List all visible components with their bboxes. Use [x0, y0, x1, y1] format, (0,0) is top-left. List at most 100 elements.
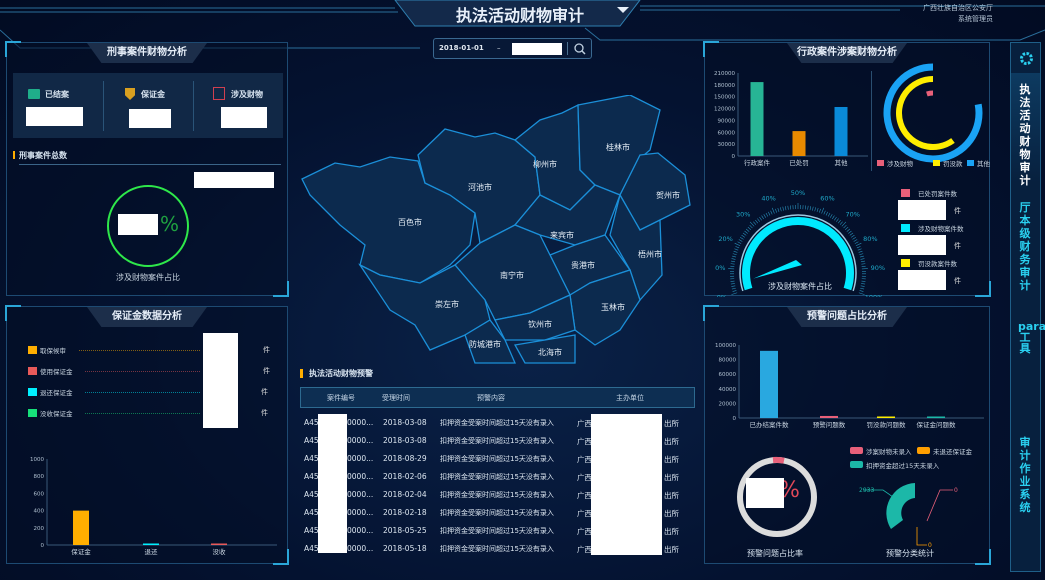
total-value	[194, 172, 274, 188]
warning-content: 扣押资金受案时间超过15天没有录入	[440, 491, 554, 499]
ring-series	[896, 76, 955, 150]
case-id-suffix: 0000...	[347, 454, 374, 463]
bar	[211, 543, 227, 545]
accept-date: 2018-05-25	[383, 526, 427, 535]
start-date[interactable]: 2018-01-01	[439, 44, 484, 52]
gauge-tick-label: 80%	[863, 235, 877, 243]
gear-icon[interactable]	[1019, 51, 1034, 66]
x-tick-label: 保证金问题数	[917, 420, 957, 429]
sidebar-item-enforcement-audit[interactable]: 执法活动财物审计	[1019, 83, 1031, 187]
gauge-tick-label: 100%	[865, 294, 884, 297]
table-row[interactable]: A45 0000... 2018-03-08 扣押资金受案时间超过15天没有录入…	[300, 416, 695, 432]
pie-label-title: 预警分类统计	[886, 549, 934, 558]
sidebar-item-finance-audit[interactable]: 厅本级财务审计	[1019, 201, 1031, 292]
gauge-needle	[753, 260, 802, 279]
x-tick-label: 没收	[213, 547, 227, 556]
legend-value	[898, 200, 946, 220]
table-row[interactable]: A45 0000... 2018-05-25 扣押资金受案时间超过15天没有录入…	[300, 524, 695, 540]
unit-prefix: 广西	[577, 545, 592, 554]
legend-swatch	[850, 447, 863, 454]
admin-gauge: 0% 10% 20% 30% 40% 50% 60% 70% 80% 90% 100%	[715, 189, 885, 297]
warning-content: 扣押资金受案时间超过15天没有录入	[440, 509, 554, 517]
gauge-tick-label: 60%	[820, 195, 834, 203]
legend-swatch	[850, 461, 863, 468]
pie-label: 0	[954, 487, 958, 494]
x-tick-label: 预警问题数	[813, 420, 846, 429]
unit-label: 件	[261, 409, 268, 417]
caret-down-icon[interactable]	[617, 7, 629, 13]
legend-label: 未退还保证金	[933, 448, 972, 456]
admin-panel: 行政案件涉案财物分析 0 30000 60000 90000 120000 150000 1…	[703, 41, 991, 297]
gauge-tick-label: 20%	[718, 235, 732, 243]
gauge-tick-label: 10%	[715, 264, 725, 272]
y-tick-label: 200	[34, 526, 45, 532]
end-date[interactable]	[512, 43, 562, 55]
column-header[interactable]: 主办单位	[616, 394, 644, 402]
x-tick-label: 退还	[145, 547, 159, 556]
leader-line	[85, 413, 200, 414]
table-row[interactable]: A45 0000... 2018-02-18 扣押资金受案时间超过15天没有录入…	[300, 506, 695, 522]
warning-content: 扣押资金受案时间超过15天没有录入	[440, 473, 554, 481]
redaction	[591, 414, 662, 555]
y-tick-label: 0	[732, 154, 736, 160]
map-region	[569, 269, 641, 346]
sidebar-item-audit-system[interactable]: 审计作业系统	[1019, 436, 1031, 514]
search-icon[interactable]	[573, 42, 587, 56]
city-label: 玉林市	[601, 302, 625, 312]
city-label: 南宁市	[500, 270, 524, 280]
table-row[interactable]: A45 0000... 2018-03-08 扣押资金受案时间超过15天没有录入…	[300, 434, 695, 450]
y-tick-label: 0	[733, 416, 737, 422]
table-row[interactable]: A45 0000... 2018-05-18 扣押资金受案时间超过15天没有录入…	[300, 542, 695, 558]
column-header[interactable]: 预警内容	[477, 394, 505, 402]
y-tick-label: 1000	[30, 457, 44, 463]
warning-pie: 2933 0 0	[859, 483, 958, 549]
donut-label: 预警问题占比率	[747, 549, 803, 558]
column-header[interactable]: 受理时间	[382, 394, 410, 402]
legend-swatch	[28, 388, 37, 396]
admin-ring-chart: 涉及财物 罚没款 其他	[877, 63, 991, 168]
date-range-picker[interactable]: 2018-01-01 –	[433, 38, 592, 59]
y-tick-label: 120000	[714, 107, 735, 113]
table-row[interactable]: A45 0000... 2018-08-29 扣押资金受案时间超过15天没有录入…	[300, 452, 695, 468]
city-label: 贵港市	[571, 260, 595, 270]
case-id-prefix: A45	[304, 454, 319, 463]
gauge-arc	[742, 217, 854, 291]
case-id-suffix: 0000...	[347, 544, 374, 553]
y-tick-label: 150000	[714, 95, 735, 101]
leader-line	[85, 392, 200, 393]
criminal-panel: 刑事案件财物分析 已结案 保证金 涉及财物 刑事案件总数 % 涉及财物案件占比	[5, 41, 289, 297]
divider	[567, 42, 568, 55]
leader-line	[79, 350, 200, 351]
city-label: 柳州市	[533, 159, 557, 169]
x-tick-label: 其他	[835, 158, 849, 167]
table-row[interactable]: A45 0000... 2018-02-04 扣押资金受案时间超过15天没有录入…	[300, 488, 695, 504]
legend-label: 已处罚案件数	[918, 190, 957, 198]
table-row[interactable]: A45 0000... 2018-02-06 扣押资金受案时间超过15天没有录入…	[300, 470, 695, 486]
accept-date: 2018-02-04	[383, 490, 427, 499]
case-id-prefix: A45	[304, 418, 319, 427]
legend-value	[898, 235, 946, 255]
bar	[877, 416, 895, 418]
sidebar-item-parawork[interactable]: parawork工具	[1018, 320, 1045, 355]
stat-label-closed: 已结案	[45, 90, 69, 99]
city-label: 来宾市	[550, 230, 574, 240]
map-region	[464, 319, 516, 364]
unit-prefix: 广西	[577, 473, 592, 482]
gauge-label: 涉及财物案件占比	[768, 282, 832, 291]
warning-donut	[737, 456, 817, 537]
legend-label: 取保候审	[40, 347, 66, 355]
y-tick-label: 0	[41, 543, 45, 549]
unit-prefix: 广西	[577, 437, 592, 446]
legend-label: 涉及财物案件数	[918, 225, 964, 233]
city-label: 防城港市	[469, 339, 501, 349]
city-label: 梧州市	[638, 249, 662, 259]
column-header[interactable]: 案件编号	[327, 394, 355, 402]
user-name[interactable]: 系统管理员	[958, 15, 993, 23]
panel-title: 行政案件涉案财物分析	[787, 43, 907, 63]
legend-label: 退还保证金	[40, 389, 73, 397]
date-separator: –	[497, 44, 501, 52]
bar	[73, 510, 89, 545]
unit-label: 件	[954, 242, 961, 250]
legend-value	[898, 270, 946, 290]
